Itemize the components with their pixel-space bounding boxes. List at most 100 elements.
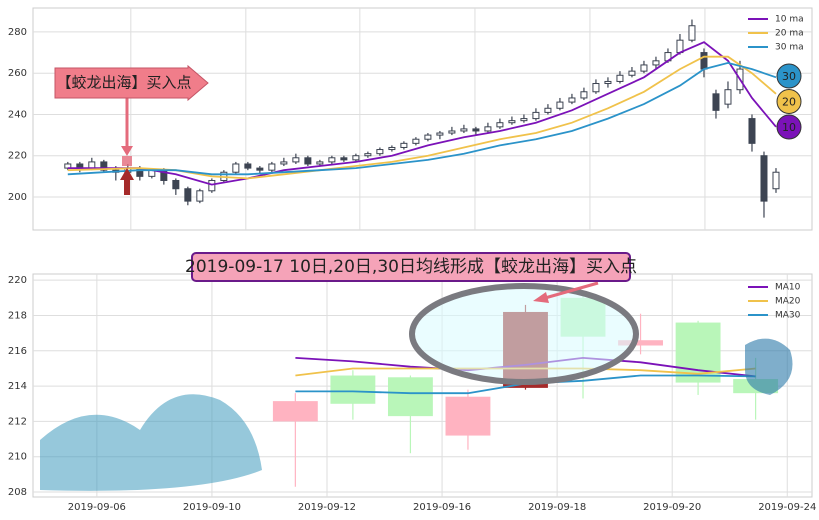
candle-body xyxy=(172,179,180,190)
candle-body xyxy=(364,153,372,157)
candle-body xyxy=(400,142,408,148)
candle-body xyxy=(272,401,318,422)
x-tick-label: 2019-09-12 xyxy=(298,502,356,513)
legend-label: MA20 xyxy=(775,297,801,307)
x-tick-label: 2019-09-06 xyxy=(68,502,126,513)
candle-body xyxy=(387,377,433,417)
candle-body xyxy=(556,101,564,109)
ma-line xyxy=(67,55,777,180)
candle-body xyxy=(592,83,600,93)
badge-label: 20 xyxy=(782,96,796,109)
legend-label: 20 ma xyxy=(775,29,804,39)
candle-body xyxy=(352,155,360,161)
candle-body xyxy=(508,120,516,124)
pointer-head xyxy=(121,146,133,156)
y-tick-label: 220 xyxy=(8,151,27,162)
candle-body xyxy=(328,157,336,163)
candle-body xyxy=(316,161,324,165)
candle-body xyxy=(388,146,396,151)
candle-body xyxy=(724,89,732,105)
pointer-line xyxy=(544,281,599,300)
candle-body xyxy=(196,190,204,202)
badge xyxy=(776,114,802,140)
y-tick-label: 208 xyxy=(8,487,27,498)
badge xyxy=(776,63,802,89)
candle-body xyxy=(448,130,456,134)
signal-box xyxy=(122,156,132,166)
x-tick-label: 2019-09-10 xyxy=(183,502,241,513)
candle-body xyxy=(544,107,552,113)
candle-body xyxy=(208,179,216,192)
candle-body xyxy=(532,111,540,120)
candle-body xyxy=(748,118,756,144)
candle-body xyxy=(256,167,264,171)
candle-body xyxy=(760,155,768,202)
candle-body xyxy=(616,74,624,82)
legend-label: MA30 xyxy=(775,311,801,321)
candle-body xyxy=(568,97,576,103)
y-tick-label: 218 xyxy=(8,310,27,321)
legend-label: MA10 xyxy=(775,283,801,293)
annotation-arrow xyxy=(54,64,209,102)
candle-body xyxy=(580,91,588,99)
dragon-decor xyxy=(745,338,793,395)
candle-body xyxy=(280,161,288,165)
candle-body xyxy=(436,132,444,136)
y-tick-label: 214 xyxy=(8,381,27,392)
y-tick-label: 280 xyxy=(8,27,27,38)
candle-body xyxy=(184,188,192,202)
x-tick-label: 2019-09-16 xyxy=(413,502,471,513)
up-arrow-head xyxy=(120,168,134,180)
candle-body xyxy=(628,70,636,76)
up-arrow-shaft xyxy=(124,180,130,195)
candle-body xyxy=(445,396,491,436)
candle-body xyxy=(88,161,96,169)
candle-body xyxy=(676,39,684,54)
candle-body xyxy=(330,375,376,404)
candle-body xyxy=(412,138,420,144)
candle-body xyxy=(424,134,432,140)
y-tick-label: 200 xyxy=(8,192,27,203)
candle-body xyxy=(640,64,648,72)
candle-body xyxy=(700,52,708,70)
candle-body xyxy=(268,163,276,171)
candle-body xyxy=(100,161,108,171)
candle-body xyxy=(232,163,240,173)
candle-body xyxy=(604,80,612,85)
candle-body xyxy=(472,128,480,132)
legend-label: 10 ma xyxy=(775,15,804,25)
y-tick-label: 240 xyxy=(8,109,27,120)
candle-body xyxy=(340,157,348,161)
candle-body xyxy=(292,157,300,163)
ma-line xyxy=(67,41,777,186)
candle-body xyxy=(460,128,468,132)
x-tick-label: 2019-09-24 xyxy=(758,502,816,513)
badge-label: 10 xyxy=(782,121,796,134)
candle-body xyxy=(652,60,660,66)
y-tick-label: 216 xyxy=(8,346,27,357)
y-tick-label: 212 xyxy=(8,416,27,427)
y-tick-label: 220 xyxy=(8,275,27,286)
chart-title: 2019-09-17 10日,20日,30日均线形成【蛟龙出海】买入点 xyxy=(185,257,637,277)
candle-body xyxy=(712,93,720,111)
title-box xyxy=(191,252,631,282)
y-tick-label: 210 xyxy=(8,452,27,463)
wave-decor xyxy=(40,394,262,491)
badge-label: 30 xyxy=(782,70,796,83)
x-tick-label: 2019-09-20 xyxy=(643,502,701,513)
pointer-head xyxy=(533,292,549,303)
y-tick-label: 260 xyxy=(8,68,27,79)
ma-line xyxy=(67,61,777,176)
candle-body xyxy=(520,118,528,122)
annotation-label: 【蛟龙出海】买入点 xyxy=(56,74,191,92)
decorations xyxy=(40,64,793,491)
candle-body xyxy=(304,157,312,165)
x-tick-label: 2019-09-18 xyxy=(528,502,586,513)
badge xyxy=(776,89,802,114)
candle-body xyxy=(618,340,663,346)
candle-body xyxy=(496,122,504,128)
highlight-ellipse xyxy=(409,283,639,385)
candle-body xyxy=(772,171,780,190)
candle-body xyxy=(244,163,252,169)
